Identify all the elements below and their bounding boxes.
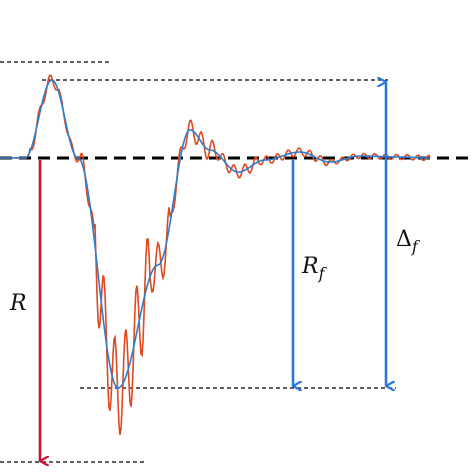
delta-f-label-sub: f: [411, 237, 421, 256]
delta-f-label-main: Δ: [396, 227, 412, 252]
R-f-label-main: R: [301, 254, 319, 279]
R-f-label-sub: f: [318, 264, 328, 283]
R-label: R: [9, 291, 27, 316]
raw-signal-curve: [0, 73, 431, 436]
delta-f-label: Δf: [396, 227, 421, 256]
smooth-signal-curve: [0, 79, 430, 389]
R-f-label: Rf: [301, 254, 328, 283]
